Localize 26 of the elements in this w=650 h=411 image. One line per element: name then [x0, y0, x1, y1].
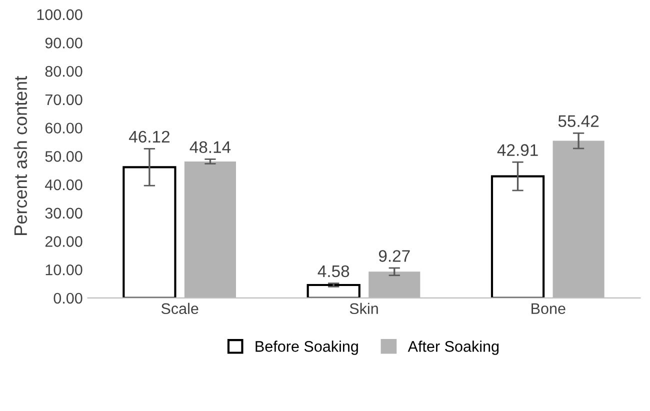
- data-label: 42.91: [497, 144, 538, 156]
- y-tick-label: 60.00: [45, 122, 82, 134]
- legend-label: Before Soaking: [256, 340, 358, 355]
- bar: [122, 166, 176, 298]
- y-tick-label: 100.00: [37, 9, 82, 20]
- x-tick-label: Bone: [532, 303, 566, 314]
- x-tick-label: Skin: [350, 302, 378, 314]
- data-label: 4.58: [318, 265, 350, 278]
- legend-label: After Soaking: [408, 340, 499, 355]
- bar: [490, 175, 545, 298]
- y-axis-title: Percent ash content: [14, 76, 28, 235]
- y-tick-label: 90.00: [45, 38, 82, 48]
- y-tick-label: 80.00: [45, 66, 82, 77]
- data-label: 48.14: [190, 141, 231, 154]
- y-tick-label: 30.00: [45, 208, 82, 219]
- y-tick-label: 10.00: [46, 264, 82, 276]
- x-tick-label: Scale: [161, 302, 198, 314]
- y-tick-label: 0.00: [54, 292, 82, 304]
- y-tick-label: 70.00: [45, 94, 82, 106]
- data-label: 55.42: [558, 115, 599, 128]
- data-label: 46.12: [128, 130, 170, 143]
- y-tick-label: 40.00: [45, 179, 82, 190]
- data-label: 9.27: [378, 250, 410, 262]
- y-tick-label: 20.00: [45, 236, 82, 247]
- y-tick-label: 50.00: [45, 151, 82, 162]
- bar: [306, 284, 360, 298]
